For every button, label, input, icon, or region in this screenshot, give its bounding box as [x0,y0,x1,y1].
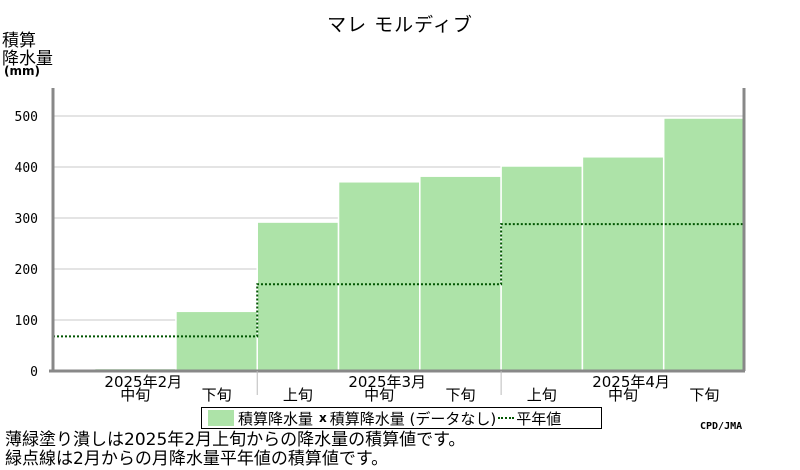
legend-x-marker-icon: x [319,411,327,425]
accumulated-bar [581,156,665,372]
y-tick-label: 0 [30,365,38,380]
x-month-label: 2025年2月 [104,373,182,391]
y-tick-label: 500 [15,110,38,125]
legend-label-accumulated: 積算降水量 [238,409,314,428]
y-tick-label: 400 [15,161,38,176]
y-tick-label: 200 [15,263,38,278]
legend-label-no-data: 積算降水量 (データなし) [329,409,497,428]
x-tick-label: 中旬 [120,386,150,404]
accumulated-bar [662,117,745,372]
y-tick-label: 100 [15,314,38,329]
x-month-label: 2025年4月 [592,373,670,391]
y-axis-unit: (mm) [4,64,40,78]
accumulated-bar [419,175,502,372]
x-tick-label: 上旬 [527,386,557,404]
x-tick-label: 上旬 [283,386,313,404]
x-tick-label: 下旬 [689,386,719,404]
source-credit: CPD/JMA [700,421,743,432]
legend-swatch-accumulated [207,409,235,427]
accumulated-bar [256,221,340,372]
normal-step-line [53,223,744,338]
x-tick-label: 下旬 [445,386,475,404]
note-line-1: 薄緑塗り潰しは2025年2月上旬からの降水量の積算値です。 [5,430,466,450]
chart-title: マレ モルディブ [327,14,473,36]
legend-dotted-line-icon [498,417,515,419]
x-month-label: 2025年3月 [348,373,426,391]
y-axis-label-line-1: 積算 [2,31,36,51]
chart-legend: 積算降水量 x 積算降水量 (データなし) 平年値 [201,407,602,429]
y-tick-label: 300 [15,212,38,227]
y-axis-label-line-2: 降水量 [2,49,53,69]
x-tick-label: 中旬 [608,386,638,404]
legend-label-normal: 平年値 [516,409,562,428]
x-tick-label: 下旬 [202,386,232,404]
x-tick-label: 中旬 [364,386,394,404]
accumulated-bar [175,310,258,372]
accumulated-bar [500,165,584,372]
accumulated-bar [337,181,421,372]
note-line-2: 緑点線は2月からの月降水量平年値の積算値です。 [5,449,389,469]
